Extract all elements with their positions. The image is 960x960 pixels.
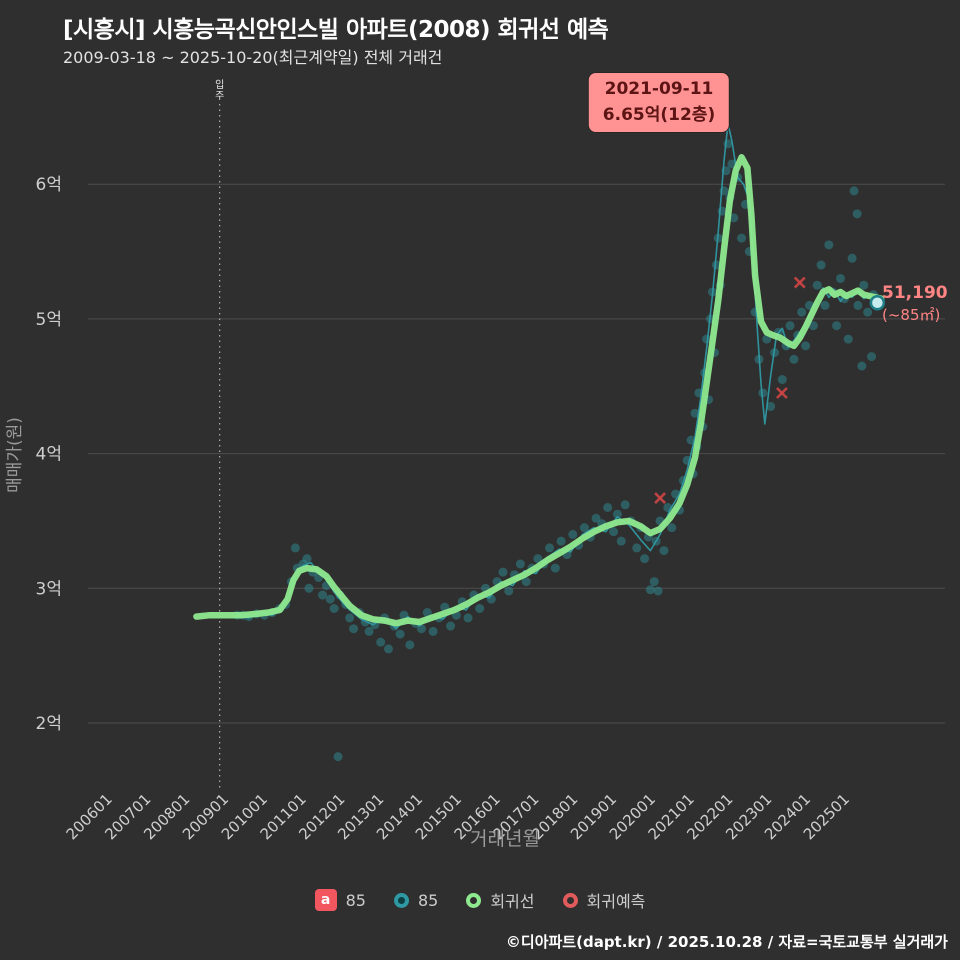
- move-in-marker: 입주: [215, 78, 224, 788]
- y-axis-label: 매매가(원): [5, 417, 25, 493]
- y-tick-label: 2억: [36, 714, 62, 734]
- x-tick-labels: 2006012007012008012009012010012011012012…: [63, 790, 853, 843]
- legend-item-area[interactable]: a 85: [314, 889, 366, 911]
- legend-item-prediction[interactable]: 회귀예측: [562, 888, 646, 912]
- latest-price-value: 51,190: [882, 283, 948, 303]
- legend-label: 85: [417, 890, 439, 910]
- latest-price-area: (~85㎡): [882, 305, 941, 324]
- latest-point-marker[interactable]: [869, 294, 886, 311]
- regression-marker-icon: [466, 892, 482, 908]
- move-in-label: 입: [215, 78, 224, 91]
- move-in-label: 주: [215, 91, 224, 102]
- chart-subtitle: 2009-03-18 ~ 2025-10-20(최근계약일) 전체 거래건: [63, 48, 443, 67]
- y-tick-label: 6억: [36, 175, 62, 195]
- peak-tooltip-value: 6.65억(12층): [602, 104, 716, 125]
- latest-price-annotation: 51,190 (~85㎡): [882, 282, 948, 325]
- legend-item-regression[interactable]: 회귀선: [466, 888, 535, 912]
- y-tick-label: 5억: [36, 310, 62, 330]
- x-axis-label: 거래년월: [470, 828, 540, 850]
- legend-label: 회귀선: [490, 892, 535, 911]
- legend: a 85 85 회귀선 회귀예측: [0, 888, 960, 912]
- page-title: [시흥시] 시흥능곡신안인스빌 아파트(2008) 회귀선 예측: [63, 17, 609, 43]
- copyright-source: ©디아파트(dapt.kr) / 2025.10.28 / 자료=국토교통부 실…: [505, 933, 948, 951]
- series-85-marker-icon: [393, 892, 409, 908]
- y-tick-label: 3억: [36, 579, 62, 599]
- prediction-marker-icon: [562, 892, 578, 908]
- peak-tooltip: 2021-09-11 6.65억(12층): [587, 72, 731, 133]
- regression-line: [193, 154, 885, 627]
- legend-label: 85: [345, 890, 366, 910]
- legend-item-85[interactable]: 85: [393, 890, 439, 910]
- peak-tooltip-date: 2021-09-11: [604, 79, 714, 99]
- y-tick-label: 4억: [36, 445, 62, 465]
- y-gridlines: 2억 3억 4억 5억 6억: [36, 175, 945, 734]
- area-badge-icon: a: [314, 889, 337, 911]
- scatter-points-85[interactable]: [232, 92, 882, 762]
- legend-label: 회귀예측: [586, 892, 646, 911]
